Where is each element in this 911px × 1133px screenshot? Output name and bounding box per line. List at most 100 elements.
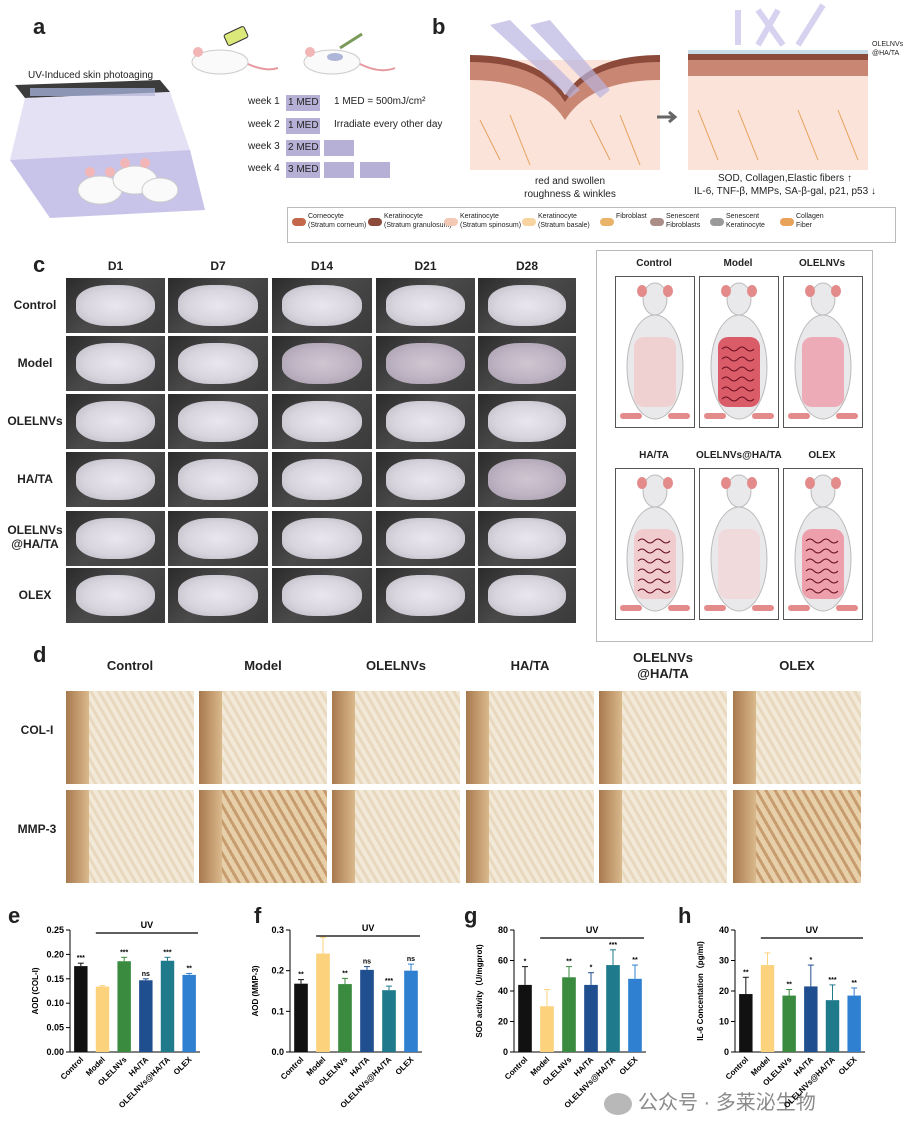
- group-label: Model: [17, 356, 53, 370]
- histology-row-label: COL-I: [20, 723, 54, 737]
- device-title: UV-Induced skin photoaging: [28, 70, 154, 81]
- significance-mark: ns: [363, 959, 371, 966]
- epidermis-band: [199, 691, 223, 784]
- legend-swatch: [444, 218, 458, 226]
- mouse-body: [75, 342, 156, 385]
- damaged-caption: red and swollen roughness & winkles: [500, 175, 640, 201]
- mouse-body: [282, 574, 362, 617]
- damaged-caption-line1: red and swollen: [534, 176, 606, 187]
- y-tick-label: 0: [503, 1047, 508, 1057]
- uv-bracket-label: UV: [586, 925, 599, 935]
- bar: [760, 965, 775, 1052]
- uv-bracket-label: UV: [806, 925, 819, 935]
- category-label: OLEX: [172, 1055, 194, 1077]
- day-header: D21: [414, 259, 437, 273]
- mouse-body: [487, 574, 567, 617]
- day-header: D14: [310, 259, 333, 273]
- bar: [606, 965, 620, 1052]
- damaged-caption-line2: roughness & winkles: [524, 189, 616, 200]
- y-tick-label: 0.25: [46, 925, 64, 935]
- category-label: OLEX: [837, 1055, 859, 1077]
- histology-column-label: OLELNVs: [366, 658, 426, 673]
- bar: [847, 995, 861, 1052]
- bar: [182, 974, 196, 1052]
- mouse-body: [385, 458, 466, 501]
- y-tick-label: 40: [498, 986, 508, 996]
- mouse-with-syringe-icon: [303, 32, 396, 75]
- mouse-photo: [376, 278, 475, 333]
- significance-mark: *: [809, 957, 812, 964]
- arrow-right-icon: [657, 110, 678, 124]
- category-label: Control: [59, 1055, 85, 1081]
- tissue: [86, 790, 194, 883]
- legend-text: Fibroblast: [616, 213, 647, 220]
- mouse-photo: [478, 278, 576, 333]
- treated-caption-line1: SOD, Collagen,Elastic fibers ↑: [718, 173, 852, 184]
- bar: [95, 986, 110, 1052]
- film-label-line1: OLELNVs: [872, 41, 904, 48]
- mouse-body: [178, 517, 258, 560]
- y-tick-label: 0: [724, 1047, 729, 1057]
- bar: [74, 966, 88, 1052]
- significance-mark: ***: [609, 942, 617, 949]
- week-note: 1 MED = 500mJ/cm²: [334, 96, 426, 107]
- mouse-body: [75, 517, 156, 560]
- y-tick-label: 0.2: [271, 966, 284, 976]
- histology-image: [733, 790, 861, 883]
- mouse-body: [75, 400, 156, 443]
- mouse-photo: [478, 336, 576, 391]
- tissue: [219, 790, 327, 883]
- watermark: 公众号 · 多莱泌生物: [604, 1086, 816, 1115]
- bar: [584, 984, 598, 1052]
- schematic-label: OLELNVs@HA/TA: [696, 450, 782, 461]
- panel-a-label: a: [33, 14, 46, 39]
- significance-mark: **: [786, 981, 792, 988]
- week-note: Irradiate every other day: [334, 119, 443, 130]
- mouse-photo: [272, 511, 372, 566]
- legend-swatch: [600, 218, 614, 226]
- schematic-label: Control: [636, 258, 672, 269]
- week-label: week 2: [248, 119, 280, 130]
- bar-chart-e: 0.00 0.05 0.10 0.15 0.20 0.25 AOD (COL-I) *** Co…: [31, 920, 200, 1110]
- legend-swatch: [368, 218, 382, 226]
- mouse-body: [385, 342, 466, 385]
- irradiation-block: [324, 162, 354, 178]
- legend-swatch: [650, 218, 664, 226]
- mouse-schematic: [783, 468, 863, 620]
- epidermis-band: [599, 691, 623, 784]
- mouse-photo: [478, 452, 576, 507]
- panel-d-label: d: [33, 642, 47, 667]
- bar: [825, 1000, 840, 1052]
- mouse-photo: [272, 452, 372, 507]
- mouse-body: [282, 458, 362, 501]
- y-tick-label: 60: [498, 956, 508, 966]
- epidermis-band: [66, 790, 90, 883]
- uv-bracket-label: UV: [141, 920, 154, 930]
- mouse-body: [178, 458, 258, 501]
- mouse-body: [75, 284, 156, 327]
- significance-mark: ns: [407, 956, 415, 963]
- mice-group-icon: [77, 158, 179, 205]
- mouse-schematic: [615, 276, 695, 428]
- bar: [117, 961, 131, 1052]
- legend-text: Senescent Keratinocyte: [726, 213, 765, 229]
- significance-mark: **: [298, 972, 304, 979]
- histology-image: [66, 790, 194, 883]
- day-header: D1: [107, 259, 124, 273]
- schematic-label: OLEX: [808, 450, 836, 461]
- significance-mark: ***: [828, 977, 836, 984]
- panel-b-label: b: [432, 14, 446, 39]
- tissue: [619, 691, 727, 784]
- bar: [804, 986, 818, 1052]
- significance-mark: *: [524, 959, 527, 966]
- histology-image: [66, 691, 194, 784]
- mouse-photo: [168, 336, 268, 391]
- mouse-photo: [66, 278, 165, 333]
- week-label: week 3: [248, 141, 280, 152]
- legend-swatch: [710, 218, 724, 226]
- bar: [540, 1006, 554, 1052]
- chart-panel-label: e: [8, 903, 21, 928]
- histology-image: [332, 790, 460, 883]
- epidermis-band: [332, 691, 356, 784]
